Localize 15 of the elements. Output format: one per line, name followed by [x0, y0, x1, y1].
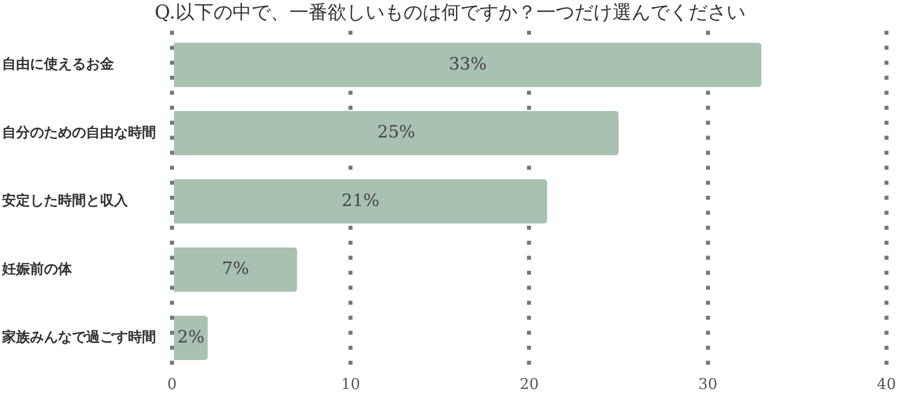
x-tick-label: 10: [341, 374, 360, 393]
y-tick-label: 自由に使えるお金: [2, 56, 115, 73]
x-tick-label: 40: [876, 374, 896, 393]
data-label: 2%: [177, 327, 204, 348]
x-tick-label: 0: [167, 374, 177, 393]
x-tick-label: 20: [520, 374, 539, 393]
data-label: 25%: [377, 122, 416, 143]
data-label: 33%: [448, 54, 487, 74]
x-tick-label: 30: [698, 374, 718, 393]
data-label: 21%: [342, 190, 380, 211]
chart-title: Q.以下の中で、一番欲しいものは何ですか？一つだけ選んでください: [154, 1, 746, 24]
data-label: 7%: [222, 259, 250, 280]
y-tick-label: 自分のための自由な時間: [2, 124, 156, 141]
y-tick-label: 家族みんなで過ごす時間: [1, 328, 156, 346]
y-tick-label: 安定した時間と収入: [2, 192, 129, 210]
